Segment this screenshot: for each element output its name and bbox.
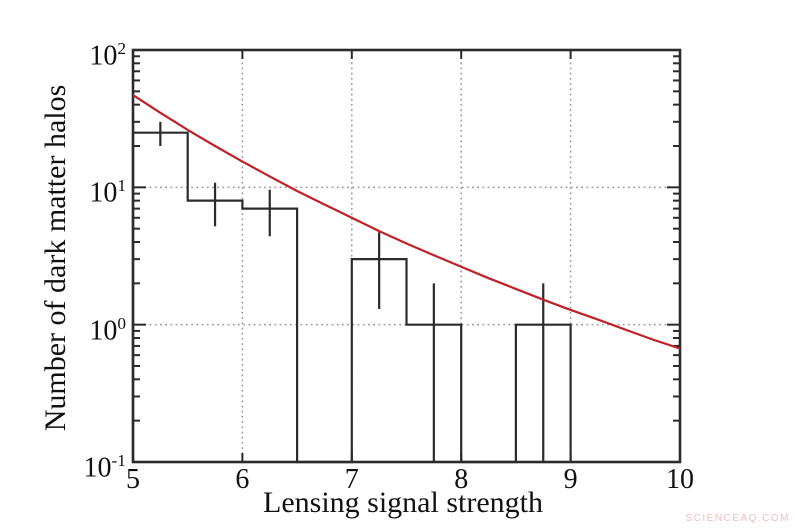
x-tick-label: 5 bbox=[126, 464, 140, 495]
y-tick-label: 101 bbox=[89, 176, 126, 209]
y-axis-title: Number of dark matter halos bbox=[39, 84, 72, 432]
x-tick-label: 6 bbox=[235, 464, 250, 495]
x-axis-title: Lensing signal strength bbox=[263, 486, 543, 519]
plot-frame bbox=[131, 48, 682, 464]
y-tick-label: 102 bbox=[89, 39, 126, 72]
x-tick-label: 7 bbox=[344, 464, 359, 495]
y-tick-label: 10-1 bbox=[83, 451, 126, 484]
y-tick-label: 100 bbox=[89, 313, 126, 346]
x-tick-label: 10 bbox=[666, 464, 694, 495]
x-tick-label: 9 bbox=[563, 464, 578, 495]
watermark: SCIENCEAQ.COM bbox=[685, 513, 790, 524]
model-curve bbox=[132, 94, 681, 350]
x-tick-label: 8 bbox=[454, 464, 469, 495]
histogram-step-line bbox=[131, 131, 572, 464]
